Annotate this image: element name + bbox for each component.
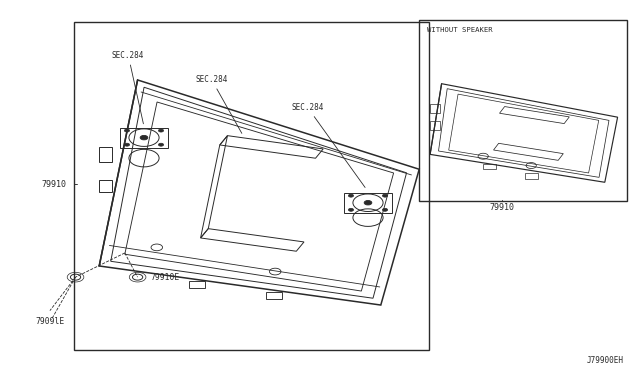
Circle shape bbox=[348, 208, 353, 211]
Text: SEC.284: SEC.284 bbox=[291, 103, 365, 187]
Text: J79900EH: J79900EH bbox=[587, 356, 624, 365]
Text: 79910: 79910 bbox=[490, 203, 515, 212]
Circle shape bbox=[383, 208, 388, 211]
Text: WITHOUT SPEAKER: WITHOUT SPEAKER bbox=[427, 27, 493, 33]
Text: 79910: 79910 bbox=[42, 180, 67, 189]
Circle shape bbox=[348, 194, 353, 197]
Circle shape bbox=[159, 129, 164, 132]
Circle shape bbox=[124, 129, 129, 132]
Circle shape bbox=[140, 135, 148, 140]
Circle shape bbox=[383, 194, 388, 197]
Text: SEC.284: SEC.284 bbox=[112, 51, 145, 124]
Text: 7909lE: 7909lE bbox=[35, 317, 65, 326]
Circle shape bbox=[159, 143, 164, 146]
Circle shape bbox=[364, 201, 372, 205]
Circle shape bbox=[124, 143, 129, 146]
Text: 79910E: 79910E bbox=[150, 273, 180, 282]
Text: SEC.284: SEC.284 bbox=[195, 75, 242, 133]
